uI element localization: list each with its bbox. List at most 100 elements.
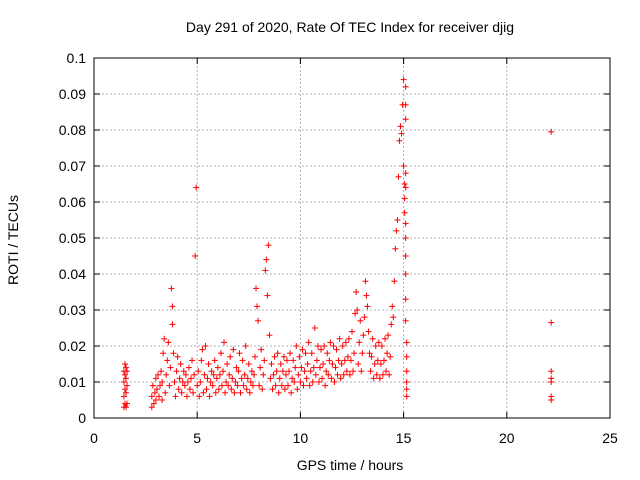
data-point <box>402 296 409 303</box>
data-point <box>338 361 345 367</box>
data-point <box>293 343 300 349</box>
data-point <box>194 382 201 389</box>
data-point <box>394 217 401 223</box>
data-point <box>300 382 307 389</box>
data-point <box>241 371 248 378</box>
data-point <box>260 371 267 378</box>
data-point <box>401 195 408 202</box>
data-point <box>206 393 213 400</box>
data-point <box>221 339 228 346</box>
data-point <box>393 227 400 234</box>
data-point <box>329 361 336 367</box>
data-point <box>239 357 246 364</box>
data-point <box>181 382 188 389</box>
data-point <box>312 371 319 378</box>
data-point <box>386 371 393 378</box>
data-point <box>251 353 258 360</box>
data-point <box>360 332 367 339</box>
data-point <box>171 379 178 385</box>
data-point <box>349 328 355 335</box>
data-point <box>402 220 409 227</box>
data-point <box>345 335 352 342</box>
data-point <box>366 350 373 357</box>
data-point <box>264 292 271 299</box>
data-point <box>356 339 363 346</box>
data-point <box>336 335 343 342</box>
data-point <box>335 357 342 364</box>
data-point <box>310 364 317 371</box>
data-point <box>166 382 173 389</box>
data-point <box>548 379 555 385</box>
data-point <box>124 400 131 407</box>
data-point <box>328 375 335 382</box>
data-point <box>234 382 241 389</box>
data-point <box>250 371 257 378</box>
data-point <box>401 181 408 187</box>
data-point <box>263 256 270 263</box>
data-point <box>289 375 296 382</box>
y-tick-label: 0.02 <box>59 338 86 354</box>
data-point <box>309 379 316 385</box>
data-point <box>308 350 315 357</box>
data-point <box>238 375 245 382</box>
data-point <box>403 353 410 360</box>
x-tick-label: 0 <box>90 430 98 446</box>
data-point <box>285 382 292 389</box>
data-point <box>176 375 183 382</box>
data-point <box>402 83 409 90</box>
data-point <box>246 389 253 396</box>
x-tick-label: 10 <box>293 430 309 446</box>
data-point <box>395 173 402 180</box>
data-point <box>398 130 405 137</box>
tick-labels-layer: 0 5 10 15 20 25 0 0.01 0.02 0.03 0.04 0.05 0.06 0.07 0… <box>59 50 618 446</box>
data-point <box>397 123 404 130</box>
data-point <box>270 371 277 378</box>
data-point <box>361 314 368 321</box>
data-point <box>301 368 308 375</box>
data-point <box>548 128 555 135</box>
data-point <box>327 339 334 346</box>
data-point <box>161 335 168 342</box>
data-point <box>400 163 407 169</box>
data-point <box>218 382 225 389</box>
data-point <box>388 321 395 328</box>
data-point <box>172 393 179 400</box>
data-point <box>403 386 410 393</box>
data-point <box>217 350 224 357</box>
data-point <box>384 350 391 357</box>
data-point <box>265 242 272 249</box>
data-point <box>374 357 381 364</box>
data-point <box>195 368 202 375</box>
data-point <box>256 382 263 389</box>
data-point <box>311 325 318 331</box>
data-point <box>224 361 231 367</box>
data-point <box>121 386 128 393</box>
data-point <box>225 382 232 389</box>
data-point <box>229 375 236 382</box>
data-point <box>337 375 344 382</box>
y-tick-label: 0.03 <box>59 302 86 318</box>
data-point <box>156 393 163 400</box>
data-point <box>325 371 332 378</box>
y-tick-label: 0.09 <box>59 86 86 102</box>
data-point <box>184 379 191 385</box>
data-point <box>232 379 239 385</box>
data-point <box>391 278 398 285</box>
data-point <box>154 371 161 378</box>
data-point <box>149 382 156 389</box>
data-point <box>248 368 255 375</box>
data-point <box>227 353 234 360</box>
data-point <box>121 371 128 378</box>
data-point <box>199 346 206 353</box>
y-tick-label: 0.06 <box>59 194 86 210</box>
data-point <box>247 379 254 385</box>
data-point <box>344 353 351 360</box>
data-point <box>403 339 410 346</box>
data-point <box>324 350 331 357</box>
data-point <box>148 404 155 411</box>
data-point <box>259 386 266 393</box>
data-point <box>333 346 340 353</box>
data-point <box>305 339 312 346</box>
